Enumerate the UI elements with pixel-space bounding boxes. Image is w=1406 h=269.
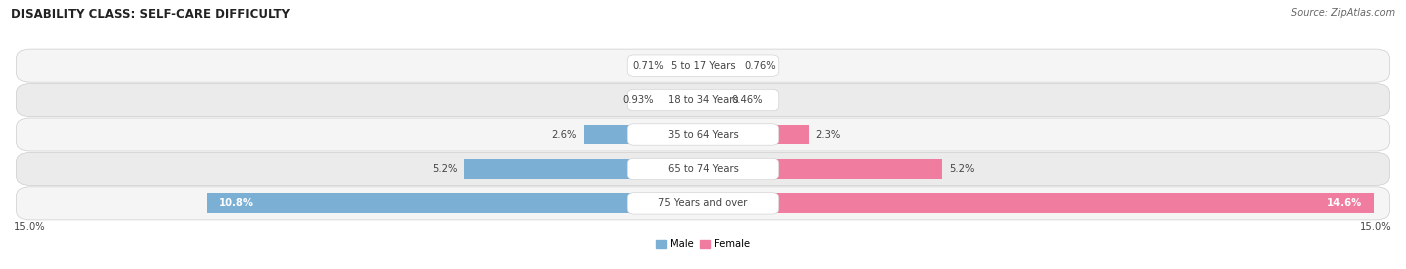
Bar: [583, 125, 703, 144]
FancyBboxPatch shape: [17, 153, 1389, 185]
Text: 5.2%: 5.2%: [949, 164, 974, 174]
Text: 14.6%: 14.6%: [1327, 198, 1362, 208]
FancyBboxPatch shape: [17, 187, 1389, 220]
Text: 0.71%: 0.71%: [631, 61, 664, 71]
FancyBboxPatch shape: [17, 49, 1389, 82]
Bar: [703, 56, 738, 76]
Bar: [703, 159, 942, 179]
Text: 5 to 17 Years: 5 to 17 Years: [671, 61, 735, 71]
Text: 0.46%: 0.46%: [731, 95, 762, 105]
FancyBboxPatch shape: [627, 89, 779, 111]
FancyBboxPatch shape: [17, 118, 1389, 151]
Text: 15.0%: 15.0%: [14, 222, 45, 232]
Bar: [703, 125, 808, 144]
Text: 0.76%: 0.76%: [745, 61, 776, 71]
Text: 2.6%: 2.6%: [551, 129, 576, 140]
Bar: [661, 90, 703, 110]
Text: 35 to 64 Years: 35 to 64 Years: [668, 129, 738, 140]
FancyBboxPatch shape: [17, 84, 1389, 116]
Bar: [207, 193, 703, 213]
FancyBboxPatch shape: [627, 55, 779, 76]
Text: DISABILITY CLASS: SELF-CARE DIFFICULTY: DISABILITY CLASS: SELF-CARE DIFFICULTY: [11, 8, 290, 21]
Legend: Male, Female: Male, Female: [652, 235, 754, 253]
Text: 15.0%: 15.0%: [1361, 222, 1392, 232]
Bar: [671, 56, 703, 76]
Text: 18 to 34 Years: 18 to 34 Years: [668, 95, 738, 105]
FancyBboxPatch shape: [627, 193, 779, 214]
Text: 2.3%: 2.3%: [815, 129, 841, 140]
Text: Source: ZipAtlas.com: Source: ZipAtlas.com: [1291, 8, 1395, 18]
Text: 75 Years and over: 75 Years and over: [658, 198, 748, 208]
Text: 10.8%: 10.8%: [218, 198, 253, 208]
FancyBboxPatch shape: [627, 158, 779, 180]
Text: 65 to 74 Years: 65 to 74 Years: [668, 164, 738, 174]
FancyBboxPatch shape: [627, 124, 779, 145]
Text: 0.93%: 0.93%: [621, 95, 654, 105]
Bar: [703, 193, 1374, 213]
Bar: [703, 90, 724, 110]
Text: 5.2%: 5.2%: [432, 164, 457, 174]
Bar: [464, 159, 703, 179]
